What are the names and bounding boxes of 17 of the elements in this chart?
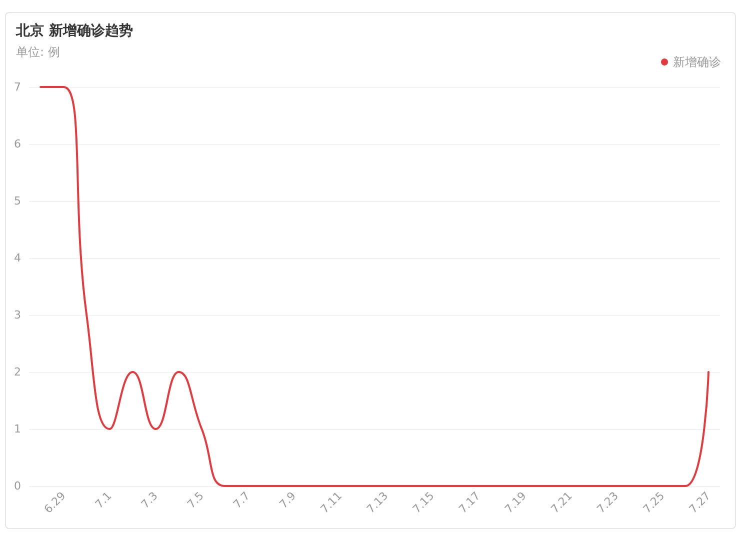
y-tick-label: 6 <box>14 138 21 150</box>
legend-label: 新增确诊 <box>673 55 721 69</box>
x-tick-label: 7.3 <box>138 489 160 511</box>
y-tick-label: 4 <box>14 252 21 264</box>
line-series <box>40 86 710 487</box>
chart-title: 北京 新增确诊趋势 <box>15 22 133 39</box>
x-tick-label: 7.5 <box>184 489 206 511</box>
chart-subtitle: 单位: 例 <box>16 45 60 59</box>
x-tick-label: 7.9 <box>276 489 298 511</box>
y-tick-label: 1 <box>14 422 21 436</box>
y-tick-label: 3 <box>14 308 21 322</box>
y-tick-label: 7 <box>14 80 21 94</box>
x-tick-label: 7.7 <box>230 489 252 511</box>
x-tick-label: 7.1 <box>92 489 114 511</box>
y-tick-label: 0 <box>14 480 21 492</box>
y-tick-label: 2 <box>14 366 21 378</box>
y-tick-label: 5 <box>14 194 21 208</box>
